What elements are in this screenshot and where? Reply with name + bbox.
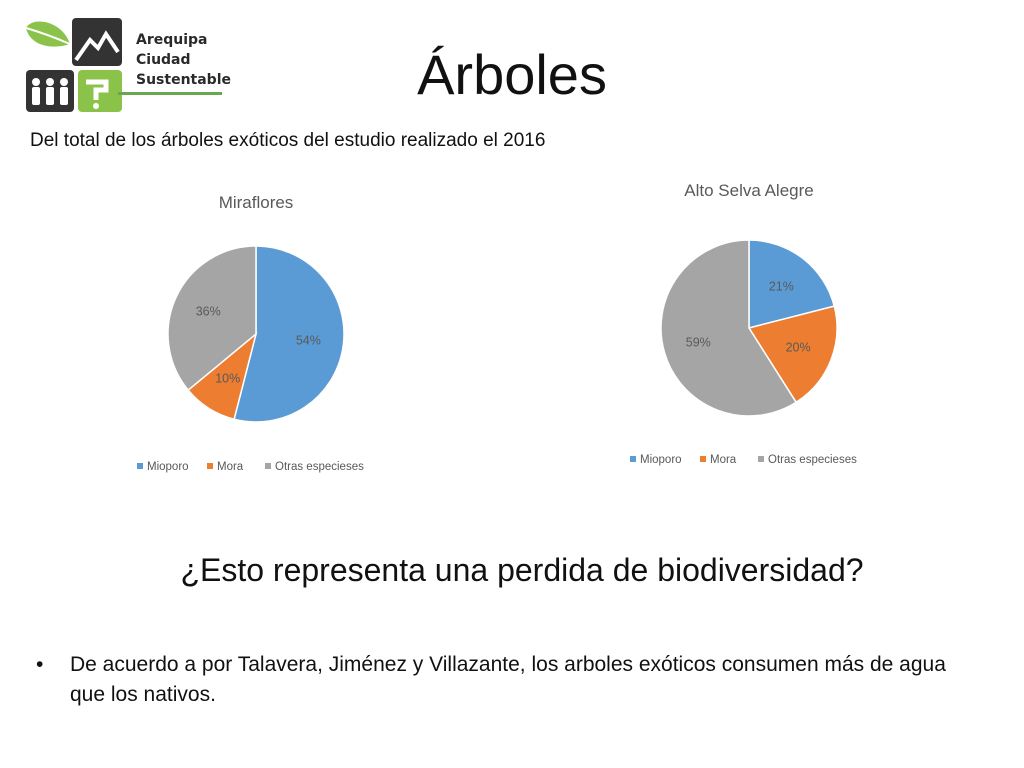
pie-chart-svg: Miraflores 54% 10% 36% Mioporo Mora Otras espe… <box>137 193 364 473</box>
legend-swatch <box>700 456 706 462</box>
legend-label: Mioporo <box>640 454 682 466</box>
chart-title: Miraflores <box>219 193 294 212</box>
data-label: 10% <box>215 372 240 386</box>
pie-slice-otras <box>660 239 798 417</box>
mountain-icon <box>72 18 122 66</box>
legend-label: Mora <box>710 454 737 466</box>
logo-line-2: Ciudad <box>136 52 191 68</box>
legend-swatch <box>265 463 271 469</box>
legend-label: Mioporo <box>147 461 189 473</box>
data-label: 21% <box>769 279 794 293</box>
pie-chart-miraflores: Miraflores 54% 10% 36% Mioporo Mora Otras espe… <box>120 180 400 480</box>
pie-slice-mora <box>747 305 838 404</box>
bullet-text: De acuerdo a por Talavera, Jiménez y Vil… <box>70 653 946 706</box>
chart-title: Alto Selva Alegre <box>684 181 813 200</box>
logo-text: Arequipa Ciudad Sustentable <box>136 30 231 90</box>
data-label: 59% <box>686 336 711 350</box>
slide-title: Árboles <box>417 43 607 106</box>
pie-chart-svg: Alto Selva Alegre 21% 20% 59% Mioporo Mora Otr… <box>630 181 857 466</box>
logo: Arequipa Ciudad Sustentable <box>22 16 232 116</box>
question-text: ¿Esto representa una perdida de biodiver… <box>180 552 864 588</box>
pie-slice-mioporo <box>748 239 836 329</box>
logo-line-1: Arequipa <box>136 32 208 48</box>
legend-label: Otras especieses <box>275 461 364 473</box>
slide-subtitle: Del total de los árboles exóticos del es… <box>30 130 546 151</box>
logo-line-3: Sustentable <box>136 72 231 88</box>
legend-swatch <box>630 456 636 462</box>
pie-slice-otras <box>167 245 257 392</box>
legend-label: Otras especieses <box>768 454 857 466</box>
legend-swatch <box>137 463 143 469</box>
legend-label: Mora <box>217 461 244 473</box>
pie-chart-alto-selva-alegre: Alto Selva Alegre 21% 20% 59% Mioporo Mora Otr… <box>610 168 890 468</box>
legend-swatch <box>758 456 764 462</box>
pie-slice-mioporo <box>233 245 345 423</box>
data-label: 36% <box>196 305 221 319</box>
data-label: 54% <box>296 334 321 348</box>
bullet-dot: • <box>36 653 44 676</box>
legend-swatch <box>207 463 213 469</box>
logo-underline <box>118 92 222 95</box>
logo-emblem-icon <box>25 18 122 112</box>
data-label: 20% <box>786 340 811 354</box>
